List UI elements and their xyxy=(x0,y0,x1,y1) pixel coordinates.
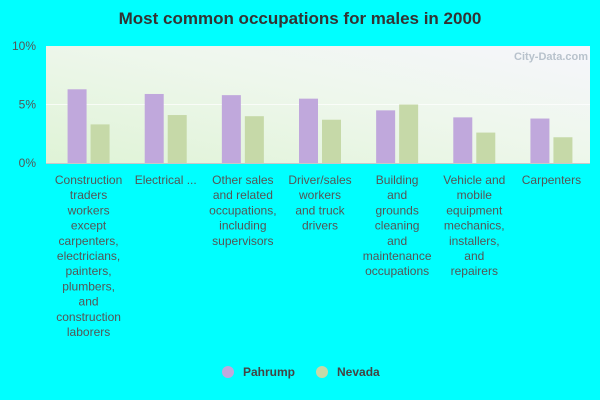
bar-nevada-3 xyxy=(322,119,341,163)
legend-label-pahrump: Pahrump xyxy=(243,365,295,379)
watermark: City-Data.com xyxy=(514,51,588,63)
bar-nevada-6 xyxy=(553,137,573,163)
legend-swatch-nevada xyxy=(316,366,328,378)
legend: Pahrump Nevada xyxy=(222,365,380,379)
y-axis: 0% 5% 10% xyxy=(12,39,36,170)
bar-nevada-2 xyxy=(244,116,264,163)
category-label: Vehicle and mobile equipment mechanics, inst… xyxy=(443,173,505,278)
category-label: Other sales and related occupations, includ… xyxy=(209,173,276,248)
bar-pahrump-0 xyxy=(67,89,87,163)
bar-pahrump-1 xyxy=(144,93,164,163)
bar-pahrump-5 xyxy=(453,117,473,163)
bar-pahrump-3 xyxy=(299,98,318,163)
chart-title: Most common occupations for males in 200… xyxy=(119,9,482,28)
bar-pahrump-4 xyxy=(376,110,396,163)
category-label: Construction traders workers except carpente… xyxy=(55,173,122,339)
bar-nevada-1 xyxy=(167,115,187,163)
legend-swatch-pahrump xyxy=(222,366,234,378)
category-label: Electrical ... xyxy=(135,173,197,187)
bar-pahrump-2 xyxy=(221,95,241,163)
bar-nevada-5 xyxy=(476,132,496,163)
category-label: Building and grounds cleaning and maintenance… xyxy=(363,173,432,278)
legend-label-nevada: Nevada xyxy=(337,365,380,379)
bars xyxy=(67,89,573,163)
bar-nevada-0 xyxy=(90,124,110,163)
category-labels: Construction traders workers except carpente… xyxy=(55,173,581,339)
category-label: Carpenters xyxy=(522,173,581,187)
y-tick-label: 10% xyxy=(12,39,36,53)
bar-pahrump-6 xyxy=(530,118,550,163)
y-tick-label: 0% xyxy=(19,156,37,170)
bar-nevada-4 xyxy=(399,104,419,163)
category-label: Driver/sales workers and truck drivers xyxy=(288,173,351,233)
y-tick-label: 5% xyxy=(19,98,37,112)
